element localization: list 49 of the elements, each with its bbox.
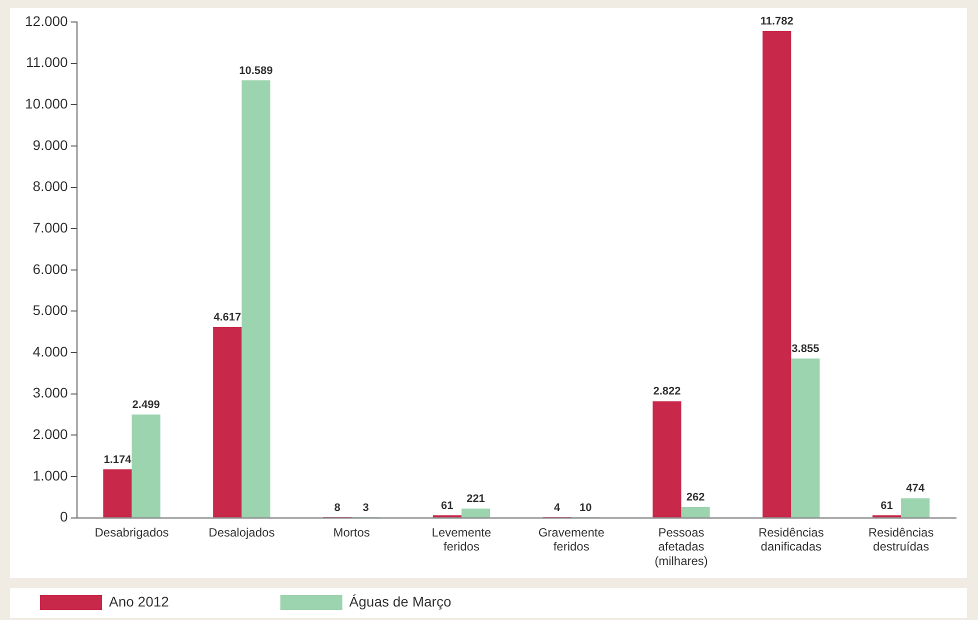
bar (103, 469, 132, 518)
x-tick-label: Desabrigados (94, 525, 169, 540)
bar (461, 508, 490, 518)
x-tick-label: Mortos (333, 525, 370, 540)
x-tick-label: Residências danificadas (758, 525, 824, 554)
y-tick-label: 4.000 (32, 343, 68, 360)
x-tick-label: Gravemente feridos (538, 525, 605, 554)
data-label: 4.617 (214, 312, 242, 324)
data-label: 4 (554, 502, 562, 514)
data-label: 8 (334, 502, 340, 514)
legend-label: Águas de Março (349, 593, 545, 610)
data-label: 2.822 (653, 386, 681, 398)
data-label: 1.174 (104, 454, 132, 466)
y-tick-label: 3.000 (32, 384, 68, 401)
data-label: 11.782 (760, 16, 794, 28)
y-tick-label: 5.000 (32, 302, 68, 318)
bar (132, 414, 160, 518)
y-tick-label: 2.000 (32, 426, 68, 442)
bar (791, 358, 820, 518)
y-tick-label: 8.000 (32, 178, 68, 194)
y-tick-label: 6.000 (32, 260, 68, 277)
bar (242, 80, 270, 518)
y-tick-label: 0 (60, 508, 68, 525)
y-tick-label: 12.000 (24, 12, 68, 29)
legend-label: Ano 2012 (109, 593, 262, 610)
data-label: 3 (362, 502, 369, 514)
x-tick-label: Residências destruídas (868, 525, 934, 554)
data-label: 262 (686, 492, 705, 504)
x-tick-label: Pessoas afetadas (milhares) (654, 525, 708, 568)
y-tick-label: 9.000 (32, 136, 68, 153)
bar (213, 327, 242, 518)
bar (762, 31, 792, 518)
data-label: 61 (441, 500, 454, 512)
bar (681, 506, 710, 518)
x-tick-label: Levemente feridos (432, 525, 492, 554)
y-tick-label: 10.000 (24, 95, 68, 112)
data-label: 3.855 (792, 343, 820, 356)
x-tick-label: Desalojados (208, 525, 275, 540)
data-label: 221 (466, 493, 485, 506)
y-tick-label: 1.000 (32, 467, 68, 484)
data-label: 61 (880, 500, 893, 512)
data-label: 474 (906, 482, 926, 495)
data-label: 10 (580, 502, 592, 514)
y-tick-label: 7.000 (32, 219, 68, 236)
data-label: 10.589 (239, 64, 273, 77)
bar (901, 498, 930, 518)
data-label: 2.499 (132, 399, 160, 412)
y-tick-label: 11.000 (26, 54, 68, 70)
bar (652, 401, 682, 518)
